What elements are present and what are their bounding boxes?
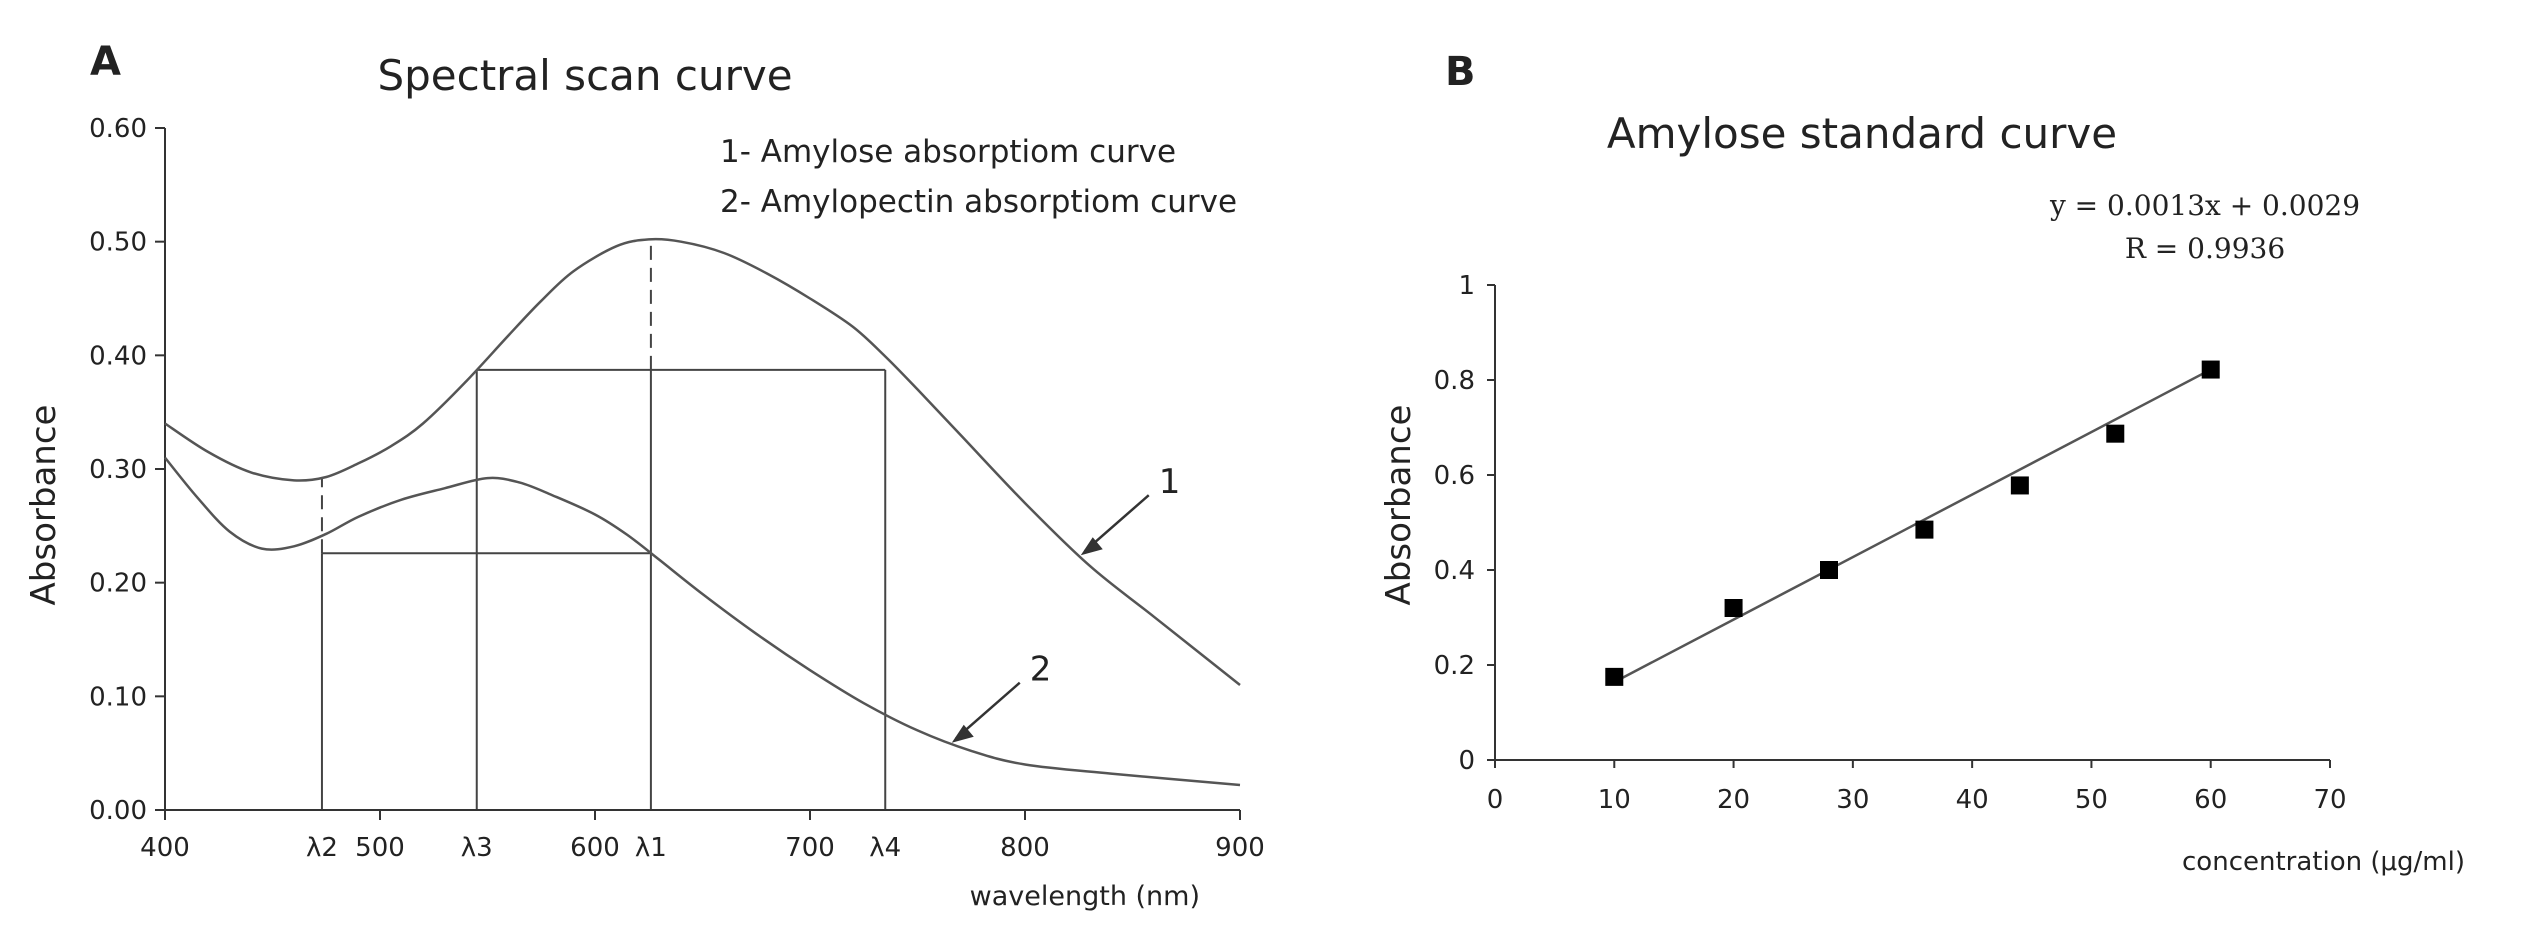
panel-a-ylabel: Absorbance [24, 405, 64, 606]
series-2-label: 2 [1030, 650, 1052, 690]
panel-b-x-tick-label: 30 [1836, 785, 1869, 815]
series-2-curve [164, 456, 1241, 787]
panel-b-points [1605, 360, 2220, 686]
panel-a-xlabel: wavelength (nm) [970, 881, 1200, 912]
panel-a-title: Spectral scan curve [377, 51, 792, 100]
panel-a-y-tick-label: 0.50 [89, 228, 147, 258]
fit-equation: y = 0.0013x + 0.0029 [2049, 189, 2360, 222]
panel-a-y-tick-label: 0.20 [89, 569, 147, 599]
data-point [2201, 360, 2220, 379]
data-point [2106, 424, 2125, 443]
series-1-label: 1 [1159, 462, 1181, 502]
panel-a-x-tick-label: 500 [355, 833, 405, 863]
panel-a-x-tick-label: 700 [785, 833, 835, 863]
panel-b-y-tick-label: 0.4 [1434, 556, 1475, 586]
panel-b-y-tick-label: 0 [1458, 746, 1475, 776]
panel-a-y-tick-label: 0.00 [89, 796, 147, 826]
panel-b-axes [1494, 285, 2330, 761]
data-point [2010, 476, 2029, 495]
lambda-label: λ4 [869, 833, 901, 863]
panel-b-x-tick-label: 10 [1598, 785, 1631, 815]
panel-a-y-tick-label: 0.40 [89, 341, 147, 371]
series-1-curve [164, 237, 1241, 686]
panel-a-y-tick-label: 0.60 [89, 114, 147, 144]
panel-b-x-tick-label: 40 [1956, 785, 1989, 815]
legend-entry-1: 1- Amylose absorptiom curve [720, 134, 1176, 170]
panel-a-x-tick-label: 400 [140, 833, 190, 863]
legend-entry-2: 2- Amylopectin absorptiom curve [720, 184, 1237, 220]
panel-b-y-tick-label: 0.6 [1434, 461, 1475, 491]
panel-a-x-tick-label: 800 [1000, 833, 1050, 863]
data-point [1724, 599, 1743, 617]
panel-b-trendline [1613, 368, 2212, 684]
panel-a-label: A [90, 39, 121, 85]
series-1-arrowhead [1080, 537, 1103, 556]
panel-b-ylabel: Absorbance [1379, 405, 1419, 606]
lambda-label: λ2 [306, 833, 338, 863]
panel-b-ticks: 00.20.40.60.810 10 20 30 40 50 60 70 [1434, 271, 2347, 815]
lambda-label: λ1 [635, 833, 667, 863]
panel-a-annotations: 12 [951, 462, 1181, 743]
panel-a-ticks: 0.00 0.10 0.20 0.30 0.40 0.50 0.60 400 500 600 700… [89, 114, 1265, 863]
panel-a: A Spectral scan curve 1- Amylose absorpt… [24, 39, 1265, 912]
panel-a-y-tick-label: 0.10 [89, 682, 147, 712]
panel-b-title: Amylose standard curve [1607, 109, 2117, 158]
panel-b-y-tick-label: 0.8 [1434, 366, 1475, 396]
panel-a-x-tick-label: 900 [1215, 833, 1265, 863]
fit-r-value: R = 0.9936 [2125, 232, 2285, 265]
panel-b-x-tick-label: 50 [2075, 785, 2108, 815]
panel-b-x-tick-label: 70 [2313, 785, 2346, 815]
series-2-arrowhead [951, 724, 974, 743]
panel-b-xlabel: concentration (μg/ml) [2182, 847, 2465, 877]
panel-a-y-tick-label: 0.30 [89, 455, 147, 485]
panel-b: B Amylose standard curve y = 0.0013x + 0… [1379, 49, 2465, 877]
panel-b-label: B [1445, 49, 1476, 95]
panel-b-x-tick-label: 60 [2194, 785, 2227, 815]
panel-b-x-tick-label: 0 [1487, 785, 1504, 815]
data-point [1915, 520, 1934, 539]
panel-b-y-tick-label: 0.2 [1434, 651, 1475, 681]
data-point [1820, 561, 1838, 579]
panel-a-series [164, 237, 1241, 787]
data-point [1605, 667, 1624, 686]
panel-a-guides [320, 239, 887, 810]
panel-a-x-tick-label: 600 [570, 833, 620, 863]
panel-b-y-tick-label: 1 [1458, 271, 1475, 301]
panel-b-x-tick-label: 20 [1717, 785, 1750, 815]
trendline [1613, 368, 2212, 684]
panel-a-axes [164, 128, 1240, 811]
lambda-label: λ3 [461, 833, 493, 863]
